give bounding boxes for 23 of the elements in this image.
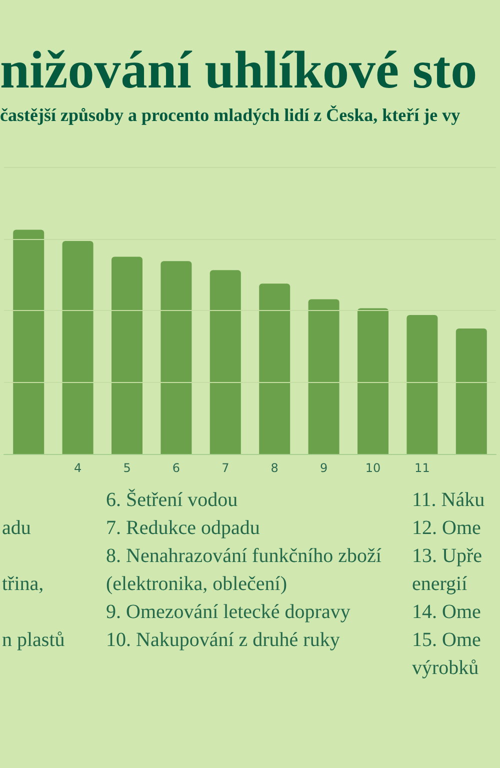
x-tick-label: 7 bbox=[222, 461, 230, 475]
chart-title: nižování uhlíkové sto bbox=[0, 42, 478, 100]
chart-subtitle: častější způsoby a procento mladých lidí z Česka, kteří je vy bbox=[0, 105, 460, 125]
x-tick-label: 4 bbox=[74, 461, 82, 475]
bar bbox=[210, 270, 241, 454]
x-tick-label: 10 bbox=[365, 461, 381, 475]
x-tick-label: 9 bbox=[320, 461, 328, 475]
bar bbox=[308, 299, 340, 454]
bar bbox=[406, 314, 438, 454]
x-tick-label: 5 bbox=[123, 461, 131, 475]
text: 11. Náku 12. Ome 13. Upře energií 14. Ome 15. Ome výrobků bbox=[412, 489, 485, 679]
x-tick-label: 8 bbox=[270, 461, 278, 475]
bar bbox=[160, 261, 192, 454]
bar bbox=[13, 230, 44, 454]
x-tick-label: 11 bbox=[414, 461, 430, 475]
bar bbox=[62, 240, 94, 454]
bar bbox=[259, 284, 290, 454]
text: adu třina, n plastů bbox=[2, 517, 65, 651]
x-tick-label: 6 bbox=[172, 461, 180, 475]
bar bbox=[112, 256, 142, 454]
text: 6. Šetření vodou 7. Redukce odpadu 8. Nenahrazování funkčního zboží (elektronika, oblečení) 9. Omezování letecké dopravy 10. Nakupování z druhé ruky bbox=[106, 488, 382, 651]
bar bbox=[358, 308, 388, 454]
bar bbox=[456, 328, 487, 454]
